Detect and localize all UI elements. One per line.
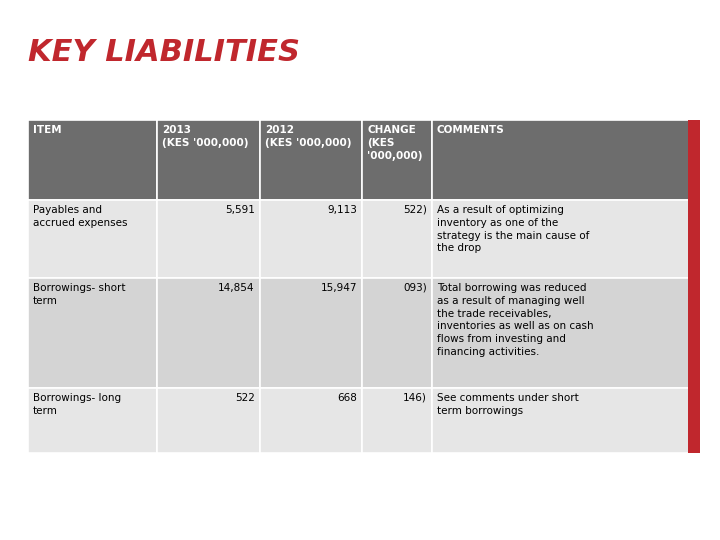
Text: 668: 668 bbox=[338, 393, 357, 403]
Bar bbox=[260, 120, 362, 200]
Text: 146): 146) bbox=[403, 393, 427, 403]
Bar bbox=[28, 120, 157, 200]
Text: See comments under short
term borrowings: See comments under short term borrowings bbox=[437, 393, 579, 416]
Text: 093): 093) bbox=[403, 283, 427, 293]
Text: Total borrowing was reduced
as a result of managing well
the trade receivables,
: Total borrowing was reduced as a result … bbox=[437, 283, 593, 357]
Bar bbox=[432, 200, 690, 278]
Bar bbox=[362, 388, 432, 453]
Text: 9,113: 9,113 bbox=[328, 205, 357, 215]
Text: Borrowings- short
term: Borrowings- short term bbox=[33, 283, 125, 306]
Bar bbox=[260, 388, 362, 453]
Bar bbox=[157, 200, 260, 278]
Bar bbox=[362, 278, 432, 388]
Text: CHANGE
(KES
'000,000): CHANGE (KES '000,000) bbox=[367, 125, 423, 160]
Text: COMMENTS: COMMENTS bbox=[437, 125, 505, 135]
Text: ITEM: ITEM bbox=[33, 125, 62, 135]
Bar bbox=[28, 388, 157, 453]
Bar bbox=[362, 200, 432, 278]
Text: 2013
(KES '000,000): 2013 (KES '000,000) bbox=[162, 125, 248, 148]
Bar bbox=[260, 200, 362, 278]
Text: 14,854: 14,854 bbox=[218, 283, 255, 293]
Text: 522): 522) bbox=[403, 205, 427, 215]
Bar bbox=[28, 278, 157, 388]
Text: Borrowings- long
term: Borrowings- long term bbox=[33, 393, 121, 416]
Text: 522: 522 bbox=[235, 393, 255, 403]
Bar bbox=[432, 120, 690, 200]
Bar bbox=[157, 120, 260, 200]
Text: KEY LIABILITIES: KEY LIABILITIES bbox=[28, 38, 300, 67]
Bar bbox=[432, 388, 690, 453]
Bar bbox=[157, 388, 260, 453]
Text: 15,947: 15,947 bbox=[321, 283, 357, 293]
Text: 2012
(KES '000,000): 2012 (KES '000,000) bbox=[265, 125, 351, 148]
Bar bbox=[688, 120, 700, 453]
Text: As a result of optimizing
inventory as one of the
strategy is the main cause of
: As a result of optimizing inventory as o… bbox=[437, 205, 589, 253]
Bar bbox=[157, 278, 260, 388]
Bar bbox=[362, 120, 432, 200]
Bar bbox=[260, 278, 362, 388]
Bar bbox=[432, 278, 690, 388]
Text: 5,591: 5,591 bbox=[225, 205, 255, 215]
Text: Payables and
accrued expenses: Payables and accrued expenses bbox=[33, 205, 127, 228]
Bar bbox=[28, 200, 157, 278]
